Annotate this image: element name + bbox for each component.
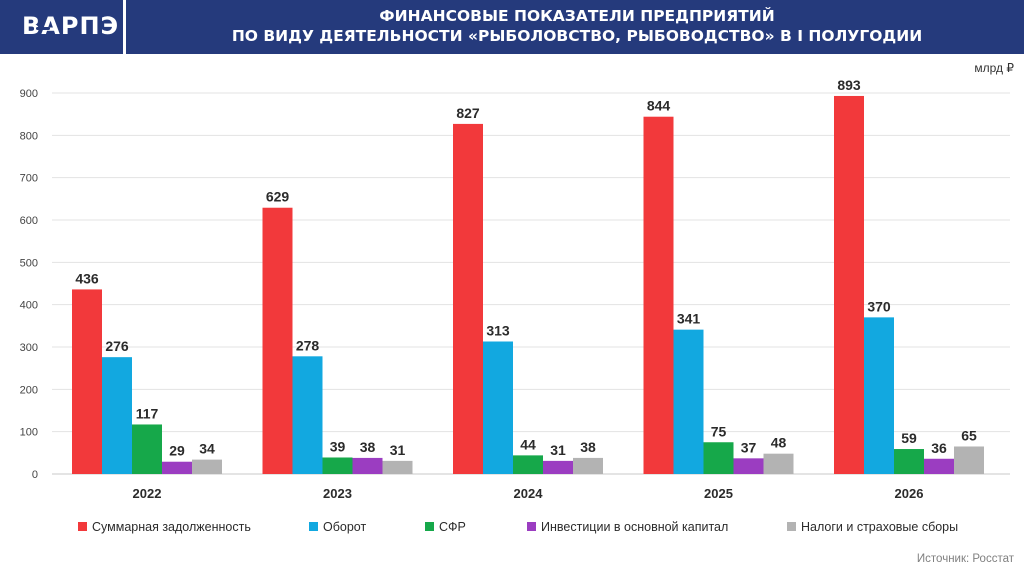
- data-label: 39: [330, 438, 346, 454]
- bar: [894, 449, 924, 474]
- data-label: 276: [105, 338, 129, 354]
- chart-title: ФИНАНСОВЫЕ ПОКАЗАТЕЛИ ПРЕДПРИЯТИЙ ПО ВИД…: [130, 6, 1024, 46]
- data-label: 75: [711, 423, 727, 439]
- bar: [132, 424, 162, 474]
- data-label: 629: [266, 189, 290, 205]
- data-label: 38: [580, 439, 596, 455]
- legend-label: Налоги и страховые сборы: [801, 520, 958, 534]
- y-tick-label: 0: [32, 469, 38, 481]
- legend-label: Оборот: [323, 520, 366, 534]
- data-label: 117: [136, 405, 159, 421]
- y-tick-label: 200: [20, 384, 38, 396]
- bar: [673, 329, 704, 474]
- data-label: 29: [169, 443, 185, 459]
- chart-title-line-1: ФИНАНСОВЫЕ ПОКАЗАТЕЛИ ПРЕДПРИЯТИЙ: [379, 7, 775, 25]
- y-tick-label: 100: [20, 427, 38, 439]
- data-label: 34: [199, 441, 215, 457]
- y-tick-label: 800: [20, 130, 38, 142]
- bar: [292, 356, 323, 474]
- legend-label: СФР: [439, 520, 466, 534]
- legend-swatch: [787, 522, 796, 531]
- logo-wave-icon: [36, 27, 50, 30]
- x-tick-label: 2025: [704, 486, 733, 501]
- source-note: Источник: Росстат: [916, 553, 1014, 565]
- data-label: 38: [360, 439, 376, 455]
- y-tick-label: 700: [20, 173, 38, 185]
- bar: [72, 289, 102, 474]
- x-tick-label: 2024: [514, 486, 544, 501]
- data-label: 31: [390, 442, 406, 458]
- x-tick-label: 2022: [133, 486, 162, 501]
- x-tick-label: 2026: [895, 486, 924, 501]
- y-tick-label: 600: [20, 215, 38, 227]
- data-label: 37: [741, 439, 757, 455]
- data-label: 36: [931, 440, 947, 456]
- bar: [954, 446, 984, 474]
- legend-label: Суммарная задолженность: [92, 520, 251, 534]
- logo: ВАРПЭ: [0, 0, 126, 54]
- bar: [262, 207, 293, 474]
- header-bar: ВАРПЭ ФИНАНСОВЫЕ ПОКАЗАТЕЛИ ПРЕДПРИЯТИЙ …: [0, 0, 1024, 54]
- data-label: 893: [837, 77, 861, 93]
- data-label: 827: [456, 105, 480, 121]
- legend-label: Инвестиции в основной капитал: [541, 520, 728, 534]
- legend-swatch: [527, 522, 536, 531]
- data-label: 48: [771, 435, 787, 451]
- bar: [513, 455, 543, 474]
- data-label: 31: [550, 442, 566, 458]
- bar: [102, 357, 132, 474]
- bar: [864, 317, 894, 474]
- data-label: 844: [647, 98, 671, 114]
- bar: [924, 458, 954, 474]
- y-tick-label: 400: [20, 300, 38, 312]
- bar: [382, 460, 413, 474]
- bar: [322, 457, 353, 474]
- legend-swatch: [425, 522, 434, 531]
- bar: [192, 459, 222, 474]
- y-tick-label: 300: [20, 342, 38, 354]
- data-label: 370: [867, 298, 891, 314]
- bar: [573, 457, 603, 474]
- bar: [643, 116, 674, 474]
- bar: [834, 95, 864, 475]
- legend-swatch: [309, 522, 318, 531]
- unit-label: млрд ₽: [974, 61, 1014, 75]
- data-label: 44: [520, 436, 536, 452]
- bar: [763, 453, 794, 474]
- data-label: 278: [296, 337, 320, 353]
- chart-title-line-2: ПО ВИДУ ДЕЯТЕЛЬНОСТИ «РЫБОЛОВСТВО, РЫБОВ…: [231, 27, 923, 45]
- data-label: 65: [961, 427, 977, 443]
- logo-text: ВАРПЭ: [22, 12, 120, 40]
- x-tick-label: 2023: [323, 486, 352, 501]
- legend-swatch: [78, 522, 87, 531]
- bar: [543, 460, 573, 474]
- bar: [733, 458, 764, 474]
- bar: [483, 341, 513, 474]
- data-label: 59: [901, 430, 917, 446]
- y-tick-label: 500: [20, 257, 38, 269]
- data-label: 313: [486, 322, 510, 338]
- bar: [162, 461, 192, 474]
- data-label: 341: [677, 311, 701, 327]
- bar: [352, 457, 383, 474]
- bar: [703, 442, 734, 474]
- data-label: 436: [75, 270, 99, 286]
- y-tick-label: 900: [20, 88, 38, 100]
- bar: [453, 123, 483, 475]
